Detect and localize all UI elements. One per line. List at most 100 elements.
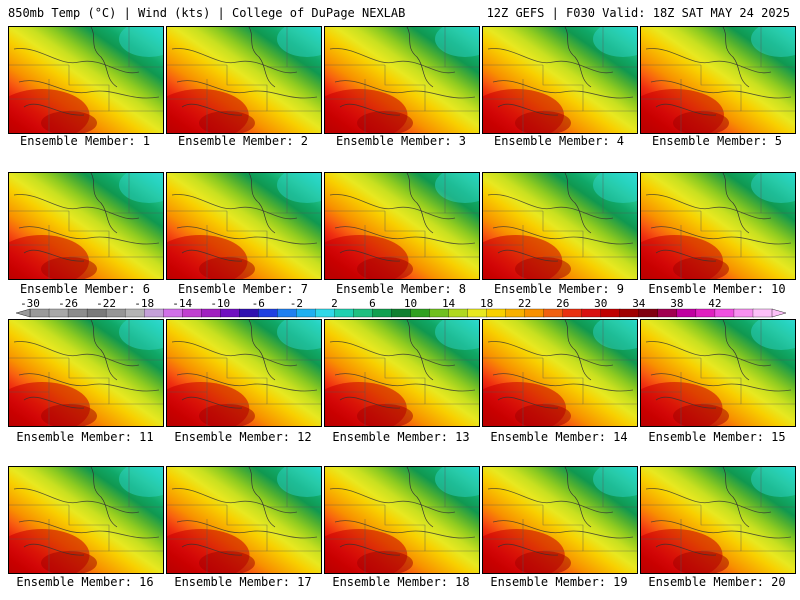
river-line <box>248 467 276 528</box>
hot-core <box>515 404 571 426</box>
colorbar-tick-label: 38 <box>670 297 684 310</box>
cool-region <box>277 467 321 497</box>
colorbar-swatch <box>67 308 88 318</box>
colorbar-swatch <box>562 308 583 318</box>
temperature-field-map <box>167 27 321 133</box>
colorbar-tick-label: 30 <box>594 297 608 310</box>
ensemble-member-caption: Ensemble Member: 2 <box>177 134 309 148</box>
temperature-contour <box>645 341 772 367</box>
cool-region <box>277 320 321 350</box>
ensemble-member-map <box>324 466 480 574</box>
colorbar-tick-label: 10 <box>403 297 418 310</box>
cool-region <box>119 173 163 203</box>
state-boundary <box>542 65 637 112</box>
colorbar-swatch <box>581 308 602 318</box>
colorbar-swatch <box>619 308 640 318</box>
river-line <box>90 467 118 528</box>
temperature-contour <box>329 194 456 220</box>
temperature-field-map <box>325 467 479 573</box>
colorbar-tick-label: -22 <box>96 297 117 310</box>
ensemble-member-caption: Ensemble Member: 12 <box>174 430 312 444</box>
ensemble-member-caption: Ensemble Member: 8 <box>335 282 467 296</box>
temperature-contour <box>181 249 243 262</box>
colorbar-swatch <box>124 308 145 318</box>
hot-core <box>673 257 729 279</box>
temperature-contour <box>18 226 160 245</box>
hot-core <box>673 404 729 426</box>
state-boundary <box>700 358 795 405</box>
colorbar-swatch <box>733 308 754 318</box>
temperature-contour <box>176 520 318 539</box>
colorbar-tick-label: 14 <box>441 297 456 310</box>
river-line <box>564 467 592 528</box>
temperature-contour <box>492 373 634 392</box>
river-line <box>722 27 750 88</box>
ensemble-member-caption: Ensemble Member: 18 <box>332 575 470 589</box>
colorbar-left-arrow <box>16 308 31 318</box>
colorbar-tick-label: -30 <box>20 297 40 310</box>
temperature-contour <box>171 194 298 220</box>
ensemble-member-map <box>324 172 480 280</box>
ensemble-member-caption: Ensemble Member: 16 <box>16 575 154 589</box>
colorbar-swatch <box>334 308 355 318</box>
colorbar-swatch <box>182 308 202 318</box>
ensemble-member-caption: Ensemble Member: 10 <box>648 282 786 296</box>
river-line <box>90 320 118 381</box>
river-line <box>406 320 434 381</box>
temperature-field-map <box>325 320 479 426</box>
hot-core <box>199 111 255 133</box>
temperature-contour <box>329 48 456 74</box>
colorbar-swatch <box>638 308 659 318</box>
temperature-contour <box>339 103 401 116</box>
colorbar-swatch <box>524 308 545 318</box>
temperature-contour <box>334 226 476 245</box>
ensemble-member-map <box>166 172 322 280</box>
temperature-contour <box>176 373 318 392</box>
colorbar-tick-label: 18 <box>479 297 494 310</box>
temperature-contour <box>181 543 243 556</box>
temperature-contour <box>497 103 559 116</box>
temperature-contour <box>497 543 559 556</box>
temperature-field-map <box>167 320 321 426</box>
state-boundary <box>226 358 321 405</box>
colorbar-tick-label: -6 <box>251 297 265 310</box>
cool-region <box>119 27 163 57</box>
temperature-field-map <box>483 27 637 133</box>
river-line <box>248 173 276 234</box>
cool-region <box>119 467 163 497</box>
state-boundary <box>542 505 637 552</box>
state-boundary <box>68 211 163 258</box>
temperature-contour <box>497 249 559 262</box>
ensemble-member-map <box>482 172 638 280</box>
cool-region <box>593 320 637 350</box>
colorbar-swatch <box>429 308 450 318</box>
hot-core <box>41 404 97 426</box>
ensemble-member-map <box>482 319 638 427</box>
ensemble-member-map <box>640 319 796 427</box>
colorbar-swatch <box>676 308 697 318</box>
cool-region <box>751 467 795 497</box>
ensemble-member-caption: Ensemble Member: 14 <box>490 430 628 444</box>
ensemble-member-map <box>324 26 480 134</box>
temperature-contour <box>650 520 792 539</box>
map-title: 850mb Temp (°C) | Wind (kts) | College o… <box>8 6 406 20</box>
ensemble-member-map <box>8 26 164 134</box>
temperature-contour <box>334 373 476 392</box>
temperature-contour <box>171 48 298 74</box>
colorbar-tick-label: -26 <box>58 297 78 310</box>
river-line <box>248 320 276 381</box>
temperature-field-map <box>167 173 321 279</box>
colorbar-tick-label: 6 <box>369 297 376 310</box>
colorbar-tick-label: 2 <box>331 297 338 310</box>
state-boundary <box>226 211 321 258</box>
hot-core <box>357 111 413 133</box>
hot-core <box>515 551 571 573</box>
cool-region <box>751 27 795 57</box>
ensemble-member-caption: Ensemble Member: 13 <box>332 430 470 444</box>
cool-region <box>593 173 637 203</box>
colorbar-tick-label: 42 <box>708 297 722 310</box>
colorbar-swatch <box>315 308 336 318</box>
temperature-contour <box>339 249 401 262</box>
temperature-contour <box>655 396 717 409</box>
temperature-contour <box>339 396 401 409</box>
